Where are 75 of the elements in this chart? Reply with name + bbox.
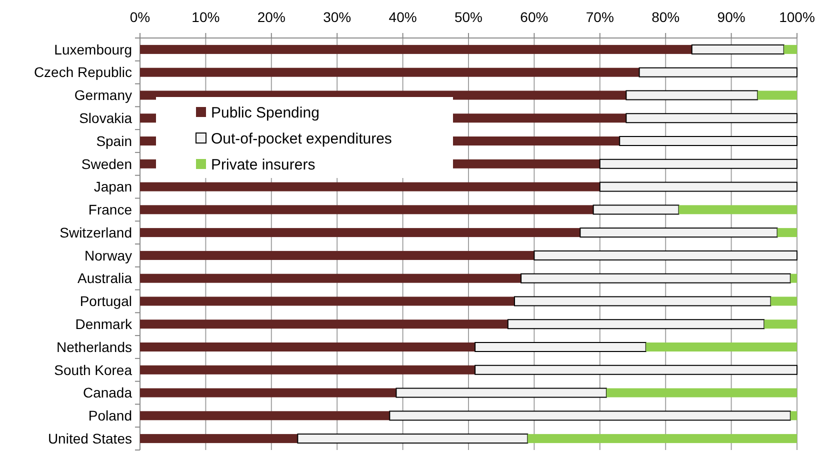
bar [678, 205, 797, 214]
bar [140, 250, 534, 260]
x-tick-label: 10% [192, 9, 220, 25]
bar [528, 434, 797, 444]
bar [520, 273, 791, 284]
bar [140, 68, 640, 77]
bar [140, 274, 522, 283]
y-tick-label: Denmark [75, 316, 133, 332]
bar [790, 274, 797, 283]
x-tick-label: 50% [454, 9, 483, 25]
bar [474, 342, 646, 352]
bar [140, 365, 476, 374]
legend-label: Private insurers [211, 156, 316, 174]
y-tick-label: Luxembourg [54, 41, 132, 58]
bar [599, 158, 798, 169]
x-tick-label: 70% [586, 9, 614, 25]
y-tick-label: Sweden [81, 156, 132, 172]
y-tick-label: Spain [96, 132, 132, 149]
bar [507, 319, 765, 330]
y-tick-label: Slovakia [79, 110, 132, 126]
y-tick-label: Czech Republic [34, 64, 132, 80]
bar [599, 182, 798, 192]
bar [790, 411, 797, 420]
bar [691, 44, 784, 54]
bar [764, 320, 797, 329]
x-tick-label: 60% [520, 9, 548, 25]
y-tick-label: Switzerland [60, 224, 132, 240]
bar [140, 342, 476, 352]
bar [758, 90, 797, 100]
bar [297, 434, 528, 444]
y-tick-label: Portugal [80, 293, 132, 310]
bar [777, 228, 797, 238]
bar [140, 388, 396, 398]
bar [606, 388, 797, 398]
bar [140, 320, 508, 329]
bar [619, 136, 798, 146]
y-tick-label: France [88, 202, 132, 218]
bar [140, 296, 514, 306]
bar [592, 204, 680, 215]
bar [389, 410, 791, 421]
y-tick-label: Netherlands [56, 338, 132, 355]
bar [140, 228, 580, 238]
bar [514, 296, 772, 306]
x-tick-label: 100% [779, 9, 815, 25]
x-tick-label: 90% [717, 9, 746, 25]
legend-label: Public Spending [211, 104, 320, 122]
bar [474, 364, 798, 375]
bar [140, 182, 600, 192]
bar [396, 388, 607, 398]
y-tick-label: Canada [82, 384, 132, 401]
bar [580, 228, 778, 238]
bar [534, 250, 798, 260]
y-tick-label: Germany [74, 87, 132, 104]
x-tick-label: 20% [257, 9, 286, 25]
bar [626, 113, 798, 124]
legend-label: Out-of-pocket expenditures [211, 130, 392, 148]
y-tick-label: Poland [88, 408, 132, 424]
y-tick-label: Australia [78, 270, 132, 286]
bar [626, 90, 758, 100]
x-tick-label: 30% [323, 9, 352, 25]
bar [646, 342, 797, 352]
y-tick-label: South Korea [54, 362, 132, 378]
bar [140, 434, 298, 444]
x-tick-label: 80% [652, 9, 680, 25]
y-tick-label: Norway [84, 247, 132, 264]
bar [638, 67, 798, 78]
bar [140, 205, 594, 214]
y-tick-label: Japan [94, 178, 132, 195]
bar [140, 44, 692, 54]
bar [770, 296, 797, 306]
x-tick-label: 40% [388, 9, 417, 25]
y-tick-label: United States [48, 430, 132, 446]
x-tick-label: 0% [130, 9, 150, 25]
bar [784, 44, 797, 54]
bar [140, 411, 390, 420]
